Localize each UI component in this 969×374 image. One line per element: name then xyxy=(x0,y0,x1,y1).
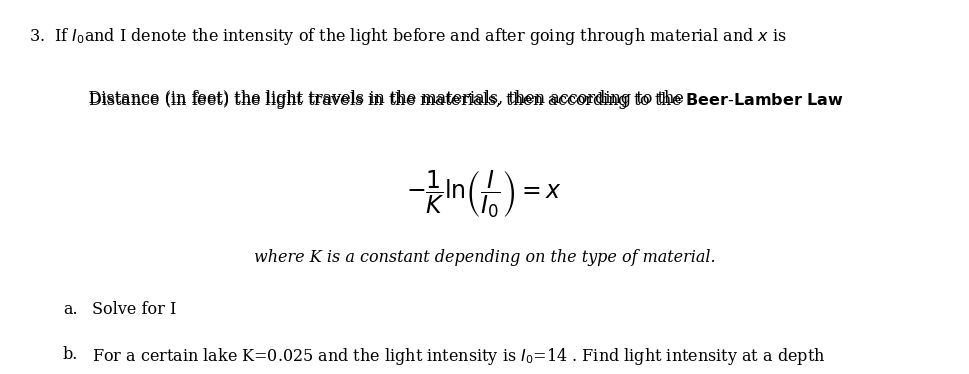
Text: b.: b. xyxy=(63,346,78,363)
Text: For a certain lake K=0.025 and the light intensity is $I_0$=14 . Find light inte: For a certain lake K=0.025 and the light… xyxy=(92,346,826,367)
Text: Solve for I: Solve for I xyxy=(92,301,176,318)
Text: Distance (in feet) the light travels in the materials, then according to the: Distance (in feet) the light travels in … xyxy=(68,90,689,107)
Text: where K is a constant depending on the type of material.: where K is a constant depending on the t… xyxy=(254,249,715,266)
Text: a.: a. xyxy=(63,301,78,318)
Text: $-\dfrac{1}{K}\ln\!\left(\dfrac{I}{I_0}\right) = x$: $-\dfrac{1}{K}\ln\!\left(\dfrac{I}{I_0}\… xyxy=(406,168,563,220)
Text: Distance (in feet) the light travels in the materials, then according to the $\m: Distance (in feet) the light travels in … xyxy=(68,90,843,111)
Text: 3.  If $I_0$and I denote the intensity of the light before and after going throu: 3. If $I_0$and I denote the intensity of… xyxy=(29,26,787,47)
